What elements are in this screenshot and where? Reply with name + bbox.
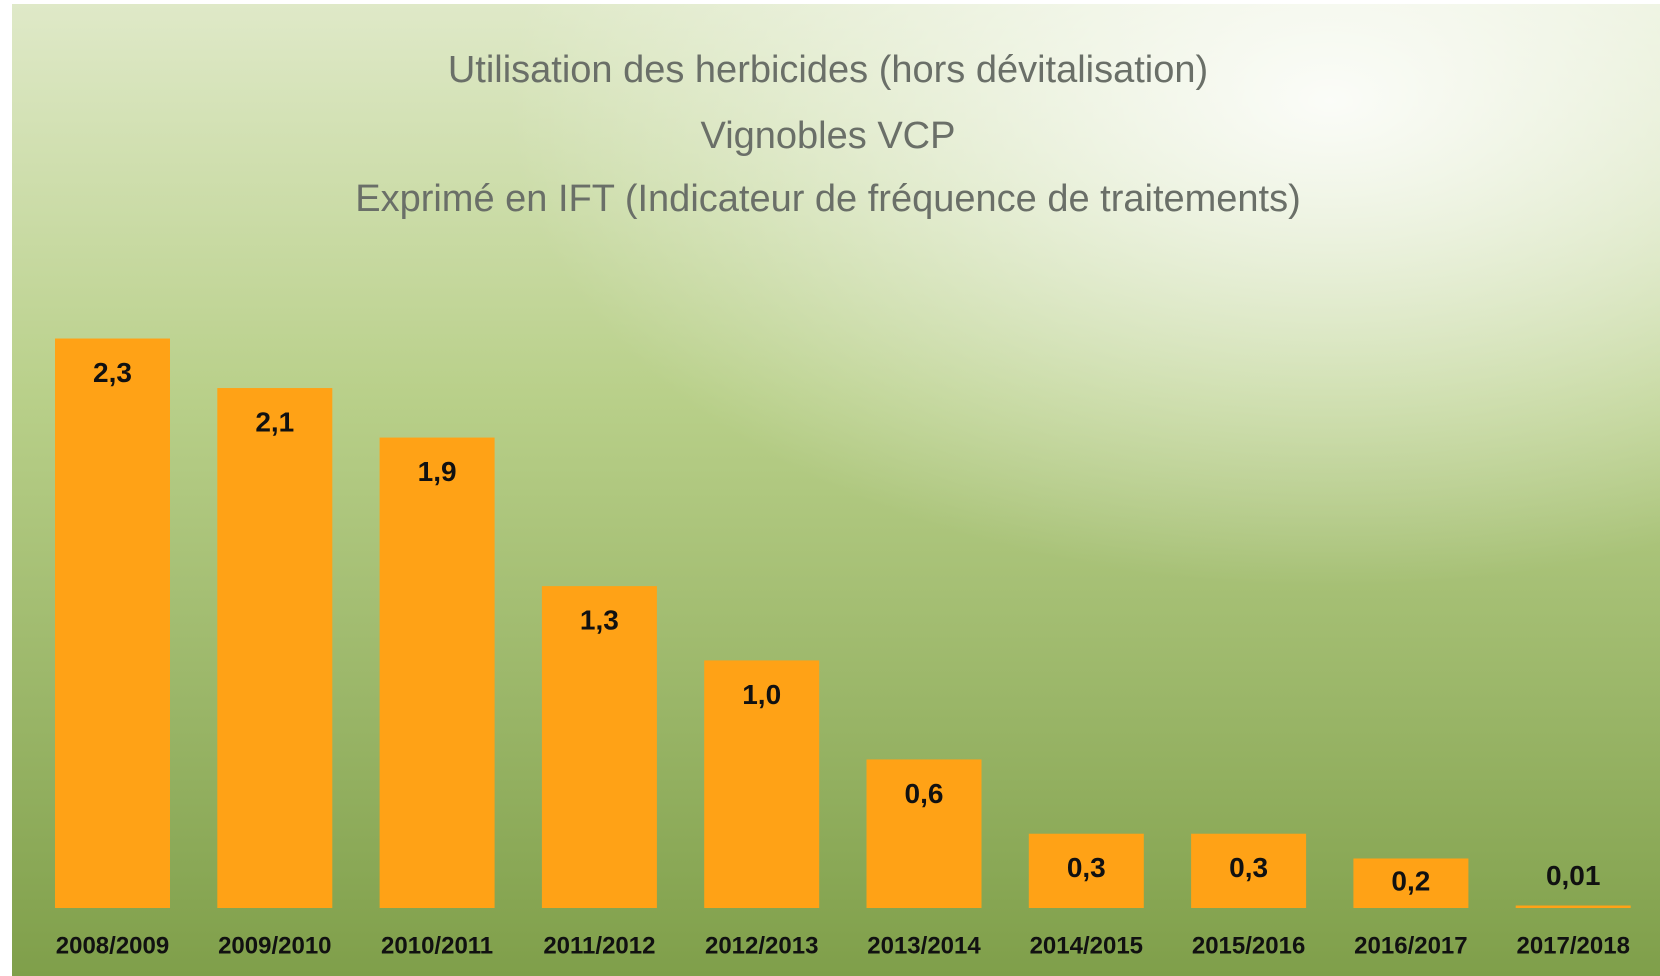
x-tick-label: 2016/2017 xyxy=(1354,932,1467,959)
value-label: 2,3 xyxy=(93,357,132,388)
value-label: 0,01 xyxy=(1546,860,1601,891)
x-tick-label: 2015/2016 xyxy=(1192,932,1305,959)
value-label: 2,1 xyxy=(255,406,294,437)
bar xyxy=(55,339,170,908)
value-label: 0,3 xyxy=(1229,852,1268,883)
value-label: 1,0 xyxy=(742,679,781,710)
chart: Utilisation des herbicides (hors dévital… xyxy=(0,0,1660,976)
x-tick-label: 2010/2011 xyxy=(381,932,493,959)
x-tick-label: 2014/2015 xyxy=(1030,932,1143,959)
bar xyxy=(217,388,332,908)
bar xyxy=(380,438,495,908)
value-label: 0,3 xyxy=(1067,852,1106,883)
x-tick-label: 2009/2010 xyxy=(218,932,331,959)
x-tick-label: 2017/2018 xyxy=(1516,932,1629,959)
chart-title: Vignobles VCP xyxy=(701,115,956,157)
x-tick-label: 2008/2009 xyxy=(56,932,169,959)
x-tick-label: 2012/2013 xyxy=(705,932,818,959)
x-tick-label: 2013/2014 xyxy=(867,932,981,959)
x-tick-label: 2011/2012 xyxy=(543,932,655,959)
bar xyxy=(1516,906,1631,908)
chart-title: Exprimé en IFT (Indicateur de fréquence … xyxy=(355,178,1301,220)
value-label: 1,3 xyxy=(580,605,619,636)
value-label: 0,6 xyxy=(905,778,944,809)
chart-title: Utilisation des herbicides (hors dévital… xyxy=(448,49,1208,91)
value-label: 0,2 xyxy=(1391,866,1430,897)
value-label: 1,9 xyxy=(418,456,457,487)
